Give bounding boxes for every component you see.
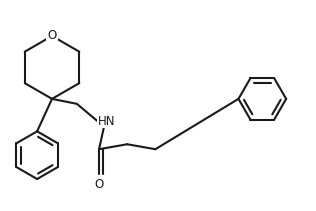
Text: O: O xyxy=(94,178,104,191)
Text: O: O xyxy=(47,30,57,42)
Text: HN: HN xyxy=(97,115,115,128)
